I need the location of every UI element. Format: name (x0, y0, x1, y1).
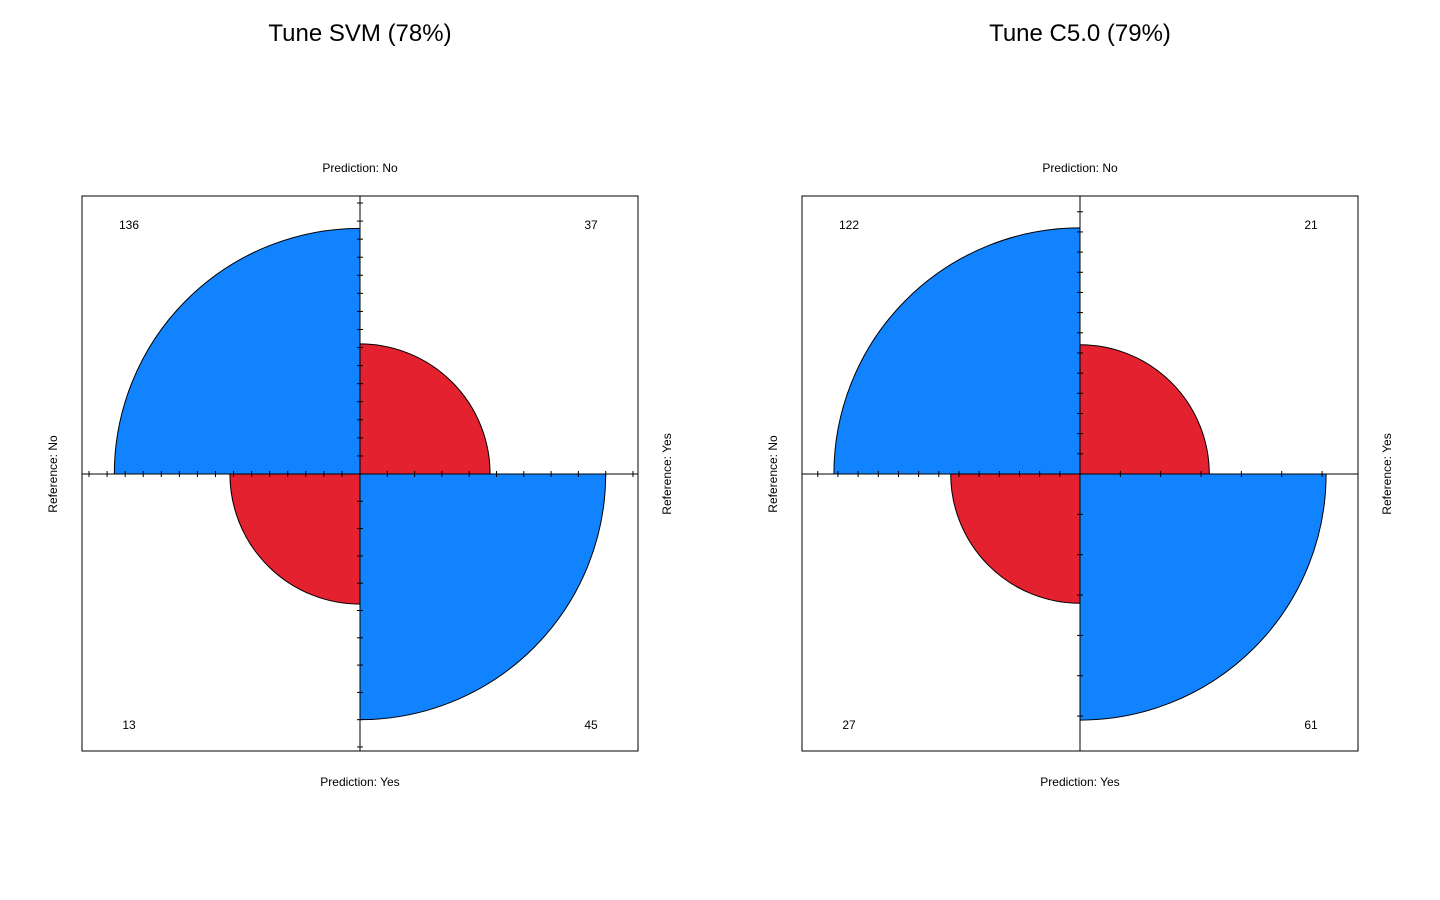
count-top-right: 37 (584, 218, 598, 232)
wedge-bottom-right (1079, 473, 1327, 721)
wedge-top-right (359, 343, 491, 475)
bottom-label: Prediction: Yes (320, 775, 399, 789)
top-label: Prediction: No (322, 161, 398, 175)
chart-title: Tune C5.0 (79%) (989, 20, 1171, 47)
count-top-left: 136 (119, 218, 139, 232)
top-label: Prediction: No (1042, 161, 1118, 175)
count-bottom-left: 27 (842, 718, 856, 732)
fourfold-chart-c50: Prediction: No Prediction: Yes Reference… (766, 161, 1394, 789)
fourfold-panel-svm: Tune SVM (78%) Prediction: No Prediction… (46, 20, 674, 789)
count-top-right: 21 (1304, 218, 1318, 232)
right-label: Reference: Yes (1380, 433, 1394, 514)
wedge-bottom-left (950, 473, 1081, 604)
bottom-label: Prediction: Yes (1040, 775, 1119, 789)
wedge-bottom-left (229, 473, 361, 605)
left-label: Reference: No (46, 435, 60, 513)
fourfold-panel-c50: Tune C5.0 (79%) Prediction: No Predictio… (720, 0, 1440, 900)
count-bottom-right: 45 (584, 718, 598, 732)
fourfold-chart-svm: Prediction: No Prediction: Yes Reference… (46, 161, 674, 789)
count-bottom-right: 61 (1304, 718, 1318, 732)
count-bottom-left: 13 (122, 718, 136, 732)
wedge-top-left (833, 227, 1081, 475)
wedge-top-right (1079, 344, 1210, 475)
count-top-left: 122 (839, 218, 859, 232)
wedge-bottom-right (359, 473, 607, 721)
right-label: Reference: Yes (660, 433, 674, 514)
wedge-top-left (113, 227, 361, 475)
left-label: Reference: No (766, 435, 780, 513)
chart-title: Tune SVM (78%) (268, 20, 452, 47)
